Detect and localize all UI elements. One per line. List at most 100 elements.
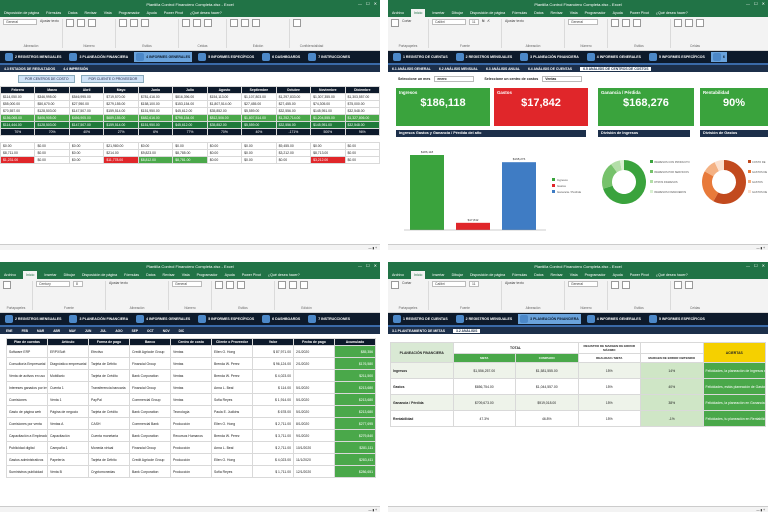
menu-power-pivot[interactable]: Power Pivot: [629, 273, 649, 277]
table-cell[interactable]: Tarjeta de Crédito: [88, 405, 130, 418]
nav-tab-5-informes-especificos[interactable]: 5 INFORMES ESPECÍFICOS: [196, 52, 256, 62]
table-cell[interactable]: Venta de activos en uso: [6, 369, 48, 382]
table-cell[interactable]: $277,695: [334, 417, 376, 430]
table-cell[interactable]: $5,559.00: [241, 121, 277, 129]
table-cell[interactable]: Publicidad digital: [6, 441, 48, 454]
table-cell[interactable]: $919,018.00: [515, 394, 579, 411]
table-cell[interactable]: $27,455.00: [241, 100, 277, 108]
table-cell[interactable]: $0.00: [68, 149, 105, 157]
table-cell[interactable]: Felicidades, estás planeación de Gastos …: [702, 378, 766, 395]
table-cell[interactable]: 15%: [577, 362, 641, 379]
nav-tab-7-instrucciones[interactable]: 7 INSTRUCCIONES: [306, 314, 352, 324]
table-cell[interactable]: $0.00: [344, 149, 380, 157]
subtab-6-3-analisis-anual[interactable]: 6.3 ANÁLISIS ANUAL: [485, 66, 520, 71]
column-header[interactable]: Plan de cuentas: [6, 338, 48, 346]
table-cell[interactable]: $0.00: [34, 149, 70, 157]
italic-button[interactable]: K: [487, 19, 490, 23]
menu-vista[interactable]: Vista: [181, 273, 190, 277]
cut-button[interactable]: Cortar: [402, 19, 412, 23]
table-cell[interactable]: $1,252,714.00: [275, 114, 312, 122]
table-cell[interactable]: $689,155.00: [103, 114, 139, 122]
nav-tab-5-informes-especificos[interactable]: 5 INFORMES ESPECÍFICOS: [196, 314, 256, 324]
table-cell[interactable]: $151,950.00: [137, 107, 174, 115]
zoom-slider[interactable]: — ▮ +: [368, 507, 377, 512]
month-tab-may[interactable]: MAY: [69, 328, 76, 333]
table-cell[interactable]: $0.00: [241, 149, 277, 157]
menu-power-pivot[interactable]: Power Pivot: [241, 273, 261, 277]
table-cell[interactable]: 500%: [310, 128, 346, 136]
table-cell[interactable]: $32,548.00: [344, 107, 380, 115]
table-cell[interactable]: $159,514.00: [103, 121, 139, 129]
month-tab-jun[interactable]: JUN: [84, 328, 92, 333]
table-cell[interactable]: $ 1,914.00: [252, 393, 294, 406]
table-cell[interactable]: $1,297,833.00: [275, 93, 312, 101]
cell-styles-icon[interactable]: [237, 281, 245, 289]
table-cell[interactable]: Capacitación: [47, 429, 89, 442]
insert-icon[interactable]: [674, 19, 682, 27]
table-cell[interactable]: Campaña 1: [47, 441, 89, 454]
table-cell[interactable]: Comisiones por venta: [6, 417, 48, 430]
table-cell[interactable]: Comisiones: [6, 393, 48, 406]
table-cell[interactable]: 14%: [640, 362, 704, 379]
table-cell[interactable]: $45,612.00: [172, 107, 208, 115]
cell-styles-icon[interactable]: [141, 19, 149, 27]
close-icon[interactable]: ✕: [761, 1, 765, 6]
table-cell[interactable]: Ventas: [170, 381, 212, 394]
menu-disposicion-de-pagina[interactable]: Disposición de página: [81, 273, 118, 277]
zoom-slider[interactable]: — ▮ +: [368, 245, 377, 250]
table-cell[interactable]: Papelería: [47, 453, 89, 466]
table-cell[interactable]: Sofia Reyes: [211, 465, 253, 478]
subtab-6-2-analisis-mensual[interactable]: 6.2 ANÁLISIS MENSUAL: [438, 66, 478, 71]
table-cell[interactable]: 2/1/2020: [293, 345, 335, 358]
table-cell[interactable]: $8,785.00: [172, 149, 208, 157]
table-cell[interactable]: $456,905.00: [68, 114, 105, 122]
table-cell[interactable]: $798,154.00: [172, 114, 208, 122]
nav-tab-6-dashboards[interactable]: 6 DASHBOARDS: [260, 52, 302, 62]
table-cell[interactable]: $279,840: [334, 429, 376, 442]
table-cell[interactable]: Commercial Bank: [129, 417, 171, 430]
table-cell[interactable]: Ellen O. Hong: [211, 417, 253, 430]
table-cell[interactable]: 15%: [577, 410, 641, 427]
close-icon[interactable]: ✕: [373, 263, 377, 268]
month-tab-ago[interactable]: AGO: [115, 328, 123, 333]
table-cell[interactable]: 9/1/2020: [293, 429, 335, 442]
subtab-3-2-analisis[interactable]: 3.2 ANÁLISIS: [453, 328, 481, 333]
column-header[interactable]: Cliente o Proveedor: [211, 338, 253, 346]
menu-archivo[interactable]: Archivo: [392, 11, 404, 15]
table-cell[interactable]: $159,514.00: [103, 107, 139, 115]
nav-tab-3-planeacion-financiera[interactable]: 3 PLANEACIÓN FINANCIERA: [518, 314, 581, 324]
table-cell[interactable]: Ventas: [170, 345, 212, 358]
table-cell[interactable]: 77%: [172, 128, 208, 136]
table-cell[interactable]: $ 1,711.00: [252, 465, 294, 478]
sensitivity-icon[interactable]: [293, 19, 301, 27]
table-cell[interactable]: Credit Agricole Group: [129, 453, 171, 466]
table-cell[interactable]: $1,807,514.00: [241, 114, 277, 122]
month-tab-jul[interactable]: JUL: [100, 328, 107, 333]
menu-ayuda[interactable]: Ayuda: [612, 273, 623, 277]
table-cell[interactable]: $176,580: [334, 357, 376, 370]
table-cell[interactable]: Recursos Humanos: [170, 429, 212, 442]
nav-tab-2-registros-mensuales[interactable]: 2 REGISTROS MENSUALES: [454, 52, 514, 62]
table-cell[interactable]: $281,111: [334, 441, 376, 454]
minimize-icon[interactable]: —: [358, 263, 363, 268]
table-cell[interactable]: Brenda W. Perez: [211, 357, 253, 370]
table-cell[interactable]: Producción: [170, 465, 212, 478]
table-cell[interactable]: ERPXSoft: [47, 345, 89, 358]
tab-estados-resultados[interactable]: 4.3 ESTADOS DE RESULTADOS: [4, 66, 56, 71]
table-cell[interactable]: $283,411: [334, 453, 376, 466]
menu-programador[interactable]: Programador: [118, 11, 140, 15]
column-header[interactable]: Centro de costo: [170, 338, 212, 346]
table-cell[interactable]: $346,995.00: [34, 93, 70, 101]
table-cell[interactable]: Anna L. Beal: [211, 441, 253, 454]
nav-tab-2-registros-mensuales[interactable]: 2 REGISTROS MENSUALES: [3, 52, 63, 62]
table-cell[interactable]: Cuenta monetaria: [88, 429, 130, 442]
table-cell[interactable]: 12/1/2020: [293, 465, 335, 478]
menu-inicio[interactable]: Inicio: [410, 9, 426, 17]
table-cell[interactable]: Ventas: [170, 369, 212, 382]
table-cell[interactable]: Commercial Group: [129, 393, 171, 406]
table-cell[interactable]: Bank Corporation: [129, 465, 171, 478]
nav-tab-4-informes-generales[interactable]: 4 INFORMES GENERALES: [134, 52, 193, 62]
menu-revisar[interactable]: Revisar: [550, 273, 563, 277]
sort-icon[interactable]: [289, 281, 297, 289]
table-cell[interactable]: Gasto de página web: [6, 405, 48, 418]
